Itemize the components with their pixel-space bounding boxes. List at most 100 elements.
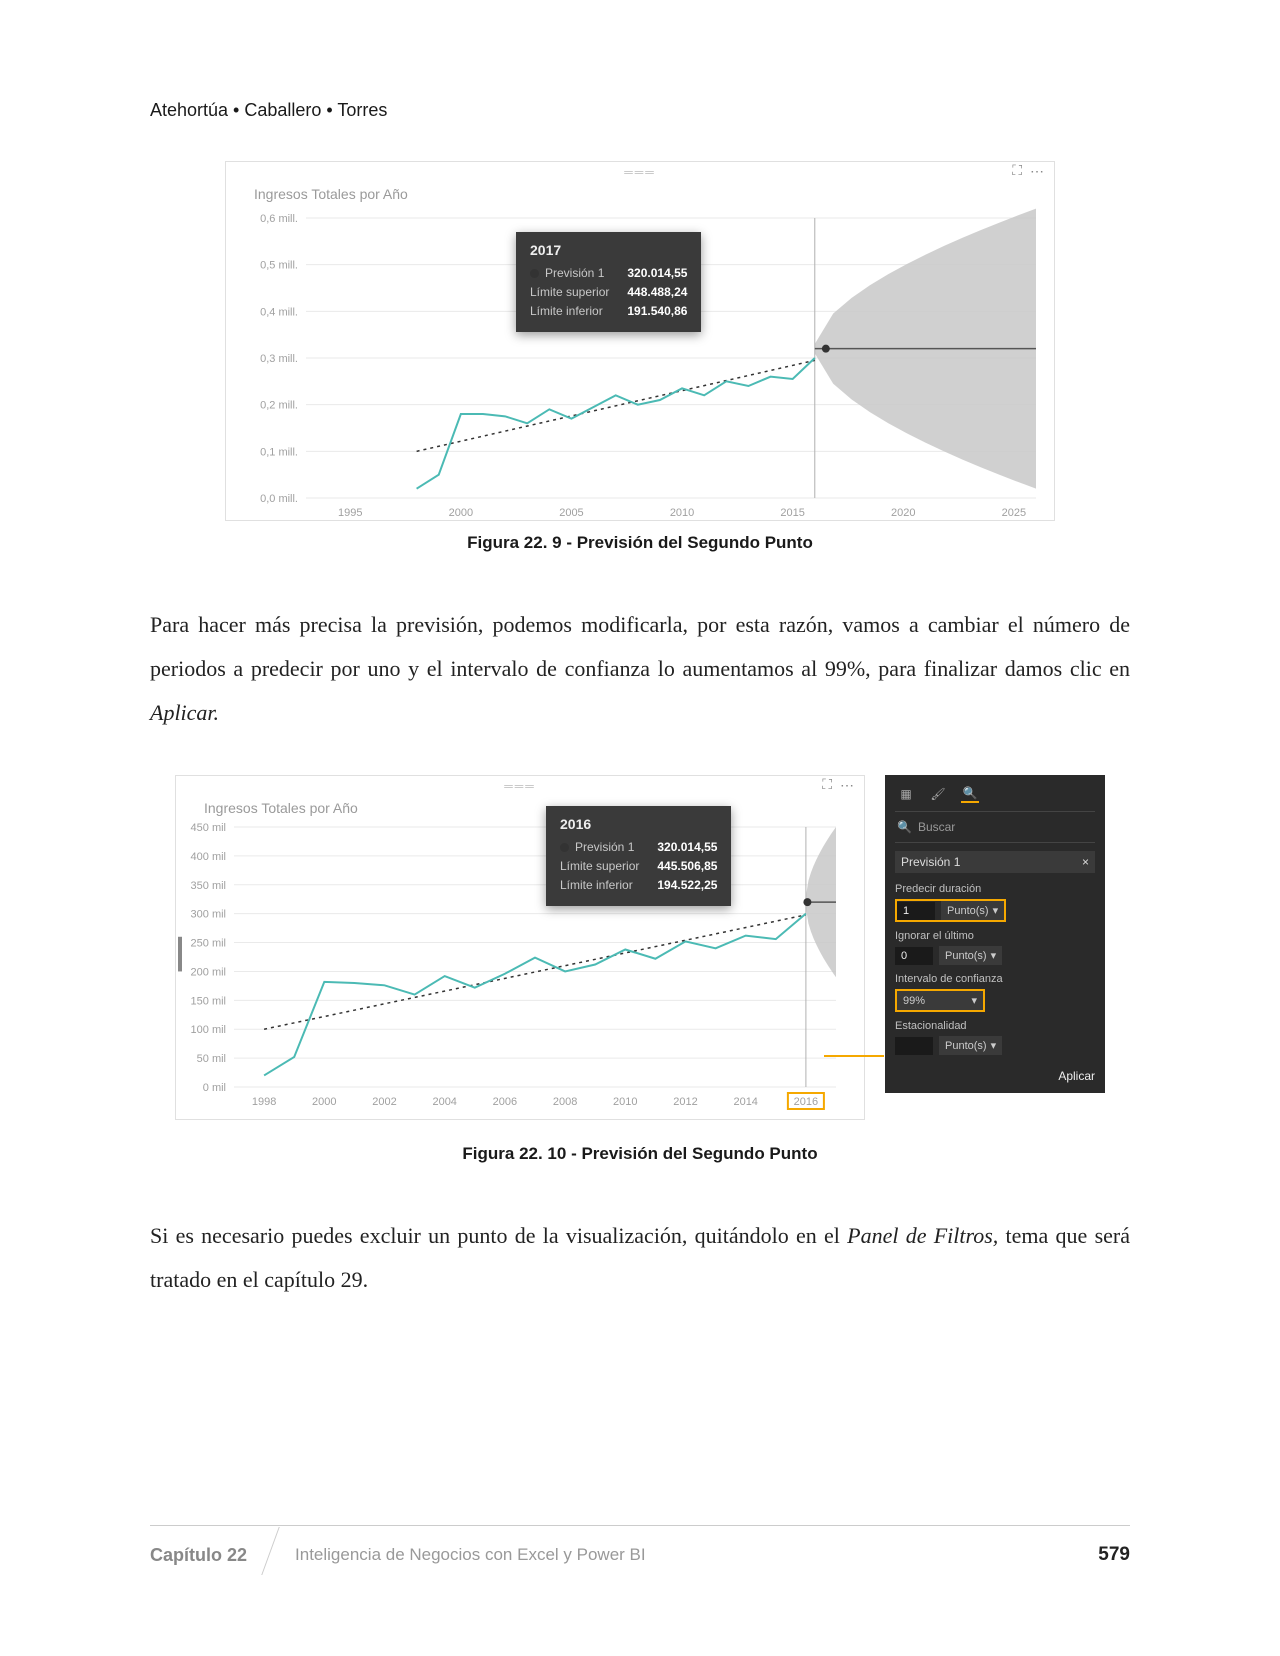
panel-search[interactable]: 🔍 Buscar [895,812,1095,843]
svg-text:450 mil: 450 mil [191,822,226,834]
duration-input[interactable] [897,902,935,920]
svg-text:2002: 2002 [372,1096,396,1108]
paragraph-2-text-a: Si es necesario puedes excluir un punto … [150,1223,847,1248]
svg-text:2010: 2010 [613,1096,637,1108]
svg-text:2006: 2006 [493,1096,517,1108]
chart1-top-bar: ═══ ⛶ ⋯ [226,162,1054,182]
chart2-container: ═══ ⛶ ⋯ Ingresos Totales por Año 0 mil 50… [175,775,865,1120]
tooltip-dot-icon [530,269,539,278]
svg-text:300 mil: 300 mil [191,909,226,921]
svg-text:350 mil: 350 mil [191,880,226,892]
chevron-down-icon: ▾ [993,904,999,917]
tooltip-label: Límite inferior [560,876,633,895]
page-header-authors: Atehortúa • Caballero • Torres [150,100,1130,121]
figure2-wrap: ═══ ⛶ ⋯ Ingresos Totales por Año 0 mil 50… [175,775,1105,1132]
svg-text:2016: 2016 [794,1096,818,1108]
svg-text:2020: 2020 [891,507,915,519]
analytics-tab-icon[interactable]: 🔍 [961,785,979,803]
search-placeholder: Buscar [918,820,955,834]
panel-section-title[interactable]: Previsión 1 × [895,851,1095,873]
confidence-value: 99% [903,995,925,1007]
svg-text:2008: 2008 [553,1096,577,1108]
tooltip-row: Límite inferior 194.522,25 [560,876,717,895]
figure-caption-1: Figura 22. 9 - Previsión del Segundo Pun… [150,533,1130,553]
svg-text:200 mil: 200 mil [191,966,226,978]
confidence-label: Intervalo de confianza [895,973,1095,985]
svg-text:0,6 mill.: 0,6 mill. [260,213,298,225]
focus-mode-icon[interactable]: ⛶ [1012,164,1022,181]
season-unit-label: Punto(s) [945,1040,987,1052]
duration-unit-label: Punto(s) [947,905,989,917]
ignore-unit-dropdown[interactable]: Punto(s) ▾ [939,946,1002,965]
chart2-top-bar: ═══ ⛶ ⋯ [176,776,864,796]
close-icon[interactable]: × [1082,855,1089,869]
ignore-row: Punto(s) ▾ [895,946,1095,965]
tooltip-value: 445.506,85 [657,857,717,876]
chart1-top-icons: ⛶ ⋯ [1012,164,1044,181]
tooltip-row: Límite superior 445.506,85 [560,857,717,876]
tooltip-value: 320.014,55 [627,264,687,283]
chart1-tooltip: 2017 Previsión 1 320.014,55 Límite superio… [516,232,701,332]
tooltip-row: Límite inferior191.540,86 [530,302,687,321]
focus-mode-icon[interactable]: ⛶ [822,778,832,795]
tooltip-dot-icon [560,843,569,852]
tooltip-label: Límite inferior [530,302,603,321]
paragraph-1-em: Aplicar. [150,700,219,725]
tooltip-label: Previsión 1 [560,838,634,857]
panel-section-label: Previsión 1 [901,855,960,869]
svg-text:250 mil: 250 mil [191,938,226,950]
svg-text:0,0 mill.: 0,0 mill. [260,493,298,505]
svg-text:400 mil: 400 mil [191,851,226,863]
chevron-down-icon: ▾ [991,1039,997,1052]
tooltip-row: Previsión 1 320.014,55 [530,264,687,283]
search-icon: 🔍 [897,820,912,834]
svg-text:2015: 2015 [780,507,804,519]
chevron-down-icon: ▾ [971,994,977,1007]
season-row: Punto(s) ▾ [895,1036,1095,1055]
tooltip2-year: 2016 [560,816,717,832]
format-tab-icon[interactable]: 🖌 [929,785,947,803]
page-footer: Capítulo 22 Inteligencia de Negocios con… [150,1525,1130,1566]
duration-unit-dropdown[interactable]: Punto(s) ▾ [941,901,1004,920]
tooltip-label: Límite superior [560,857,639,876]
duration-row: Punto(s) ▾ [895,899,1006,922]
svg-text:100 mil: 100 mil [191,1024,226,1036]
chart2-title: Ingresos Totales por Año [176,796,864,822]
svg-text:2012: 2012 [673,1096,697,1108]
ignore-label: Ignorar el último [895,930,1095,942]
season-input[interactable] [895,1037,933,1055]
season-unit-dropdown[interactable]: Punto(s) ▾ [939,1036,1002,1055]
footer-chapter: Capítulo 22 [150,1545,271,1566]
analytics-panel: ▦ 🖌 🔍 🔍 Buscar Previsión 1 × Predecir du… [885,775,1105,1093]
tooltip-value: 320.014,55 [657,838,717,857]
svg-text:0,1 mill.: 0,1 mill. [260,446,298,458]
svg-text:0,5 mill.: 0,5 mill. [260,260,298,272]
tooltip-label: Previsión 1 [530,264,604,283]
svg-text:2010: 2010 [670,507,694,519]
svg-text:150 mil: 150 mil [191,995,226,1007]
ignore-input[interactable] [895,947,933,965]
figure-caption-2: Figura 22. 10 - Previsión del Segundo Pu… [150,1144,1130,1164]
footer-title: Inteligencia de Negocios con Excel y Pow… [271,1545,1098,1565]
svg-text:0,4 mill.: 0,4 mill. [260,306,298,318]
fields-tab-icon[interactable]: ▦ [897,785,915,803]
svg-text:2000: 2000 [312,1096,336,1108]
confidence-dropdown[interactable]: 99% ▾ [895,989,985,1012]
grip-icon: ═══ [504,779,536,794]
svg-text:1995: 1995 [338,507,362,519]
tooltip1-year: 2017 [530,242,687,258]
svg-text:50 mil: 50 mil [197,1053,226,1065]
chart2-svg: 0 mil 50 mil 100 mil 150 mil 200 mil 250 mil 3… [176,822,866,1122]
apply-button[interactable]: Aplicar [895,1069,1095,1083]
tooltip-label: Límite superior [530,283,609,302]
paragraph-2: Si es necesario puedes excluir un punto … [150,1214,1130,1302]
tooltip-value: 448.488,24 [627,283,687,302]
more-icon[interactable]: ⋯ [1030,164,1044,181]
tooltip-value: 194.522,25 [657,876,717,895]
svg-text:2000: 2000 [449,507,473,519]
svg-text:0 mil: 0 mil [203,1082,226,1094]
season-label: Estacionalidad [895,1020,1095,1032]
svg-text:0,3 mill.: 0,3 mill. [260,353,298,365]
chart1-container: ═══ ⛶ ⋯ Ingresos Totales por Año 0,0 mil… [225,161,1055,521]
more-icon[interactable]: ⋯ [840,778,854,795]
